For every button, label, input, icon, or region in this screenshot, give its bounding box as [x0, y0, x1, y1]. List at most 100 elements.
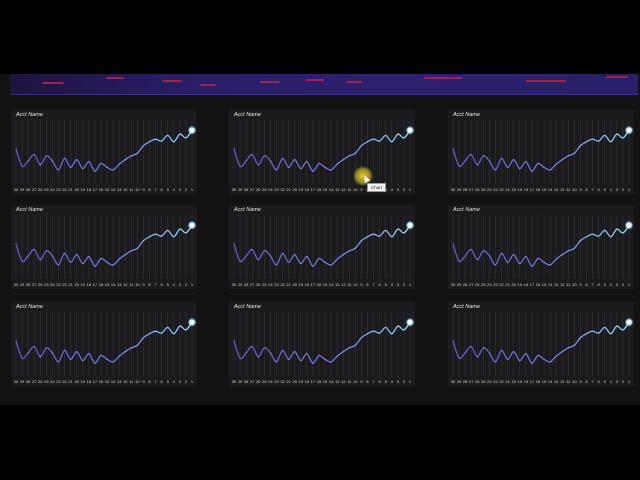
data-point — [391, 333, 393, 335]
x-tick-label: 7 — [591, 379, 594, 384]
data-point — [549, 361, 551, 363]
account-chart-panel[interactable]: 30 29 28 27 26 25 24 23 22 21 20 19 18 17 16 15 14 13 12 11… — [229, 302, 415, 386]
x-tick-label: 3 — [397, 282, 400, 287]
data-point — [106, 166, 108, 168]
x-tick-label: 22 — [280, 282, 285, 287]
line-chart: 30 29 28 27 26 25 24 23 22 21 20 19 18 17 16 15 14 13 12 11… — [232, 120, 415, 192]
x-tick-label: 11 — [129, 187, 134, 192]
account-chart-panel[interactable]: 30 29 28 27 26 25 24 23 22 21 20 19 18 17 16 15 14 13 12 11… — [448, 205, 634, 289]
x-tick-label: 25 — [44, 187, 49, 192]
account-chart-panel[interactable]: 30 29 28 27 26 25 24 23 22 21 20 19 18 17 16 15 14 13 12 11… — [11, 110, 197, 194]
x-tick-label: 27 — [469, 379, 474, 384]
account-chart-panel[interactable]: 30 29 28 27 26 25 24 23 22 21 20 19 18 17 16 15 14 13 12 11… — [448, 302, 634, 386]
x-tick-label: 16 — [99, 379, 104, 384]
data-point — [106, 261, 108, 263]
data-point — [354, 344, 356, 346]
x-tick-label: 8 — [148, 282, 151, 287]
data-point — [185, 137, 187, 139]
data-point — [312, 265, 314, 267]
data-point — [367, 333, 369, 335]
data-point — [373, 233, 375, 235]
panel-title: Acct Name — [16, 207, 43, 213]
tooltip: Chart — [367, 183, 387, 192]
x-tick-label: 19 — [299, 379, 304, 384]
x-tick-label: 27 — [32, 379, 37, 384]
data-point — [403, 137, 405, 139]
x-tick-label: 19 — [81, 282, 86, 287]
x-tick-label: 25 — [262, 282, 267, 287]
latest-point-marker — [187, 317, 197, 327]
data-point — [155, 138, 157, 140]
data-point — [294, 351, 296, 353]
account-chart-panel[interactable]: 30 29 28 27 26 25 24 23 22 21 20 19 18 17 16 15 14 13 12 11… — [11, 302, 197, 386]
data-point — [161, 140, 163, 142]
x-tick-label: 19 — [81, 379, 86, 384]
x-tick-label: 21 — [68, 379, 73, 384]
data-point — [616, 325, 618, 327]
x-tick-label: 20 — [292, 282, 297, 287]
x-tick-label: 17 — [530, 379, 535, 384]
data-point — [70, 166, 72, 168]
account-chart-panel[interactable]: 30 29 28 27 26 25 24 23 22 21 20 19 18 17 16 15 14 13 12 11… — [229, 110, 415, 194]
account-chart-panel[interactable]: 30 29 28 27 26 25 24 23 22 21 20 19 18 17 16 15 14 13 12 11… — [11, 205, 197, 289]
data-point — [263, 250, 265, 252]
x-tick-label: 26 — [38, 379, 43, 384]
line-chart: 30 29 28 27 26 25 24 23 22 21 20 19 18 17 16 15 14 13 12 11… — [451, 312, 634, 384]
data-point — [531, 170, 533, 172]
x-tick-label: 28 — [244, 282, 249, 287]
x-tick-label: 12 — [341, 187, 346, 192]
x-tick-label: 28 — [244, 379, 249, 384]
data-point — [124, 254, 126, 256]
x-tick-label: 3 — [179, 379, 182, 384]
data-point — [452, 340, 454, 342]
data-point — [501, 157, 503, 159]
data-point — [385, 229, 387, 231]
data-point — [39, 259, 41, 261]
data-point — [385, 134, 387, 136]
data-point — [239, 260, 241, 262]
line-chart: 30 29 28 27 26 25 24 23 22 21 20 19 18 17 16 15 14 13 12 11… — [14, 312, 197, 384]
data-point — [57, 264, 59, 266]
data-point — [57, 169, 59, 171]
data-point — [567, 250, 569, 252]
x-tick-label: 24 — [268, 187, 273, 192]
data-point — [470, 346, 472, 348]
data-point — [64, 252, 66, 254]
data-point — [300, 263, 302, 265]
x-tick-label: 29 — [457, 379, 462, 384]
x-tick-label: 21 — [286, 187, 291, 192]
x-tick-label: 30 — [14, 187, 19, 192]
data-point — [275, 361, 277, 363]
data-point — [70, 358, 72, 360]
latest-point-marker — [187, 125, 197, 135]
data-point — [239, 357, 241, 359]
data-point — [306, 256, 308, 258]
data-point — [324, 261, 326, 263]
x-tick-label: 14 — [548, 282, 553, 287]
data-point — [379, 332, 381, 334]
x-tick-label: 1 — [628, 187, 631, 192]
x-tick-label: 12 — [560, 282, 565, 287]
x-tick-label: 24 — [50, 187, 55, 192]
data-point — [458, 357, 460, 359]
data-point — [507, 261, 509, 263]
data-point — [336, 355, 338, 357]
data-point — [391, 236, 393, 238]
data-point — [555, 355, 557, 357]
x-tick-label: 1 — [191, 379, 194, 384]
account-chart-panel[interactable]: 30 29 28 27 26 25 24 23 22 21 20 19 18 17 16 15 14 13 12 11… — [229, 205, 415, 289]
data-point — [233, 148, 235, 150]
data-point — [579, 337, 581, 339]
data-point — [476, 164, 478, 166]
x-tick-label: 21 — [286, 379, 291, 384]
data-point — [494, 361, 496, 363]
account-chart-panel[interactable]: 30 29 28 27 26 25 24 23 22 21 20 19 18 17 16 15 14 13 12 11… — [448, 110, 634, 194]
data-point — [543, 358, 545, 360]
data-point — [354, 152, 356, 154]
data-point — [100, 163, 102, 165]
x-tick-label: 13 — [554, 282, 559, 287]
data-point — [88, 353, 90, 355]
data-point — [342, 351, 344, 353]
x-tick-label: 4 — [173, 187, 176, 192]
data-point — [525, 256, 527, 258]
